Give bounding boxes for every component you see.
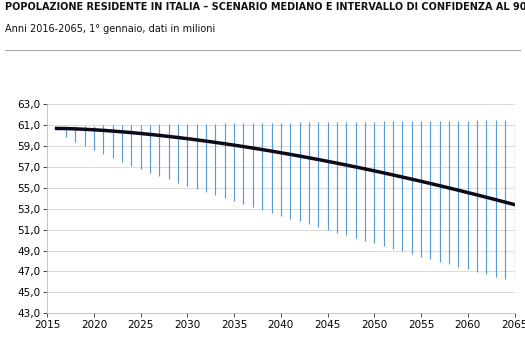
Text: POPOLAZIONE RESIDENTE IN ITALIA – SCENARIO MEDIANO E INTERVALLO DI CONFIDENZA AL: POPOLAZIONE RESIDENTE IN ITALIA – SCENAR… — [5, 2, 525, 12]
Text: Anni 2016-2065, 1° gennaio, dati in milioni: Anni 2016-2065, 1° gennaio, dati in mili… — [5, 24, 215, 34]
